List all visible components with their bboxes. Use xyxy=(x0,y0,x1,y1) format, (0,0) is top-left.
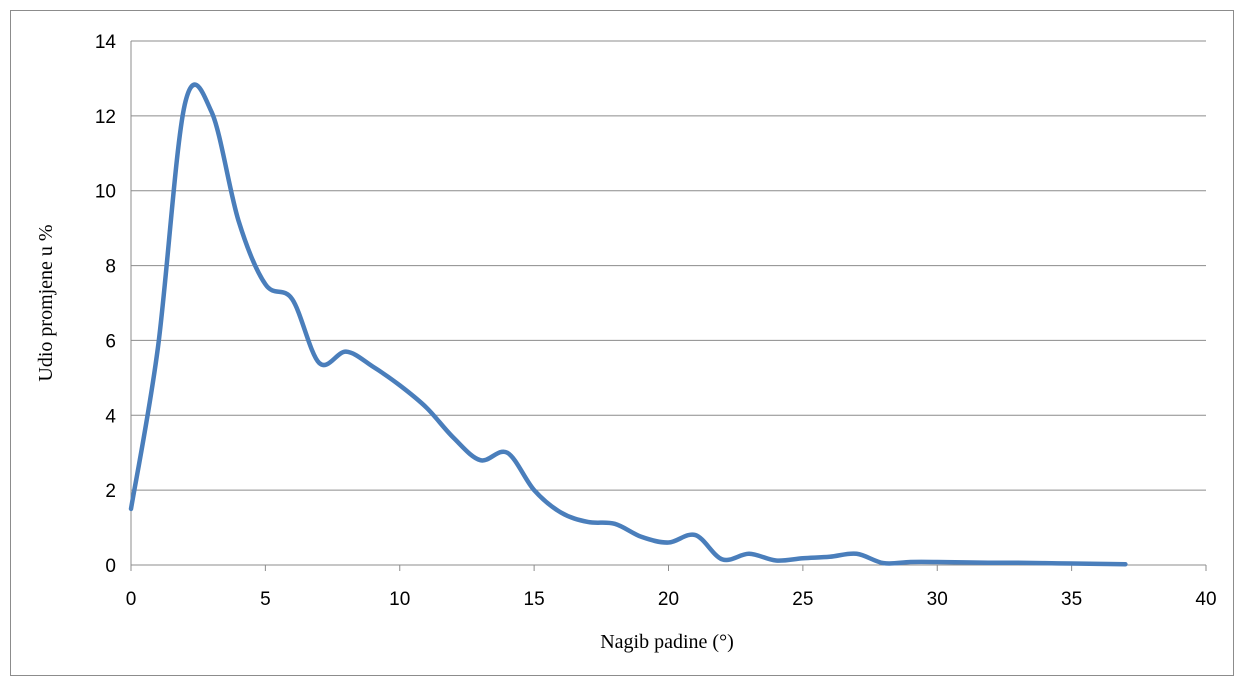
y-tick-label: 0 xyxy=(105,556,116,577)
x-tick-label: 0 xyxy=(126,589,137,610)
y-tick-label: 12 xyxy=(95,107,116,128)
x-tick-label: 15 xyxy=(524,589,545,610)
x-tick-label: 30 xyxy=(927,589,948,610)
y-axis-title: Udio promjene u % xyxy=(35,224,57,381)
y-tick-label: 14 xyxy=(95,32,117,53)
y-tick-label: 2 xyxy=(105,481,116,502)
y-tick-label: 10 xyxy=(95,182,116,203)
x-axis-title: Nagib padine (°) xyxy=(600,631,734,653)
series-line xyxy=(128,82,1128,567)
x-tick-label: 40 xyxy=(1195,589,1216,610)
x-tick-label: 35 xyxy=(1061,589,1082,610)
y-tick-label: 4 xyxy=(105,406,116,427)
x-tick-label: 20 xyxy=(658,589,679,610)
x-tick-label: 25 xyxy=(792,589,813,610)
x-tick-label: 10 xyxy=(389,589,410,610)
y-tick-label: 8 xyxy=(105,257,116,278)
x-tick-label: 5 xyxy=(260,589,271,610)
y-tick-label: 6 xyxy=(105,331,116,352)
